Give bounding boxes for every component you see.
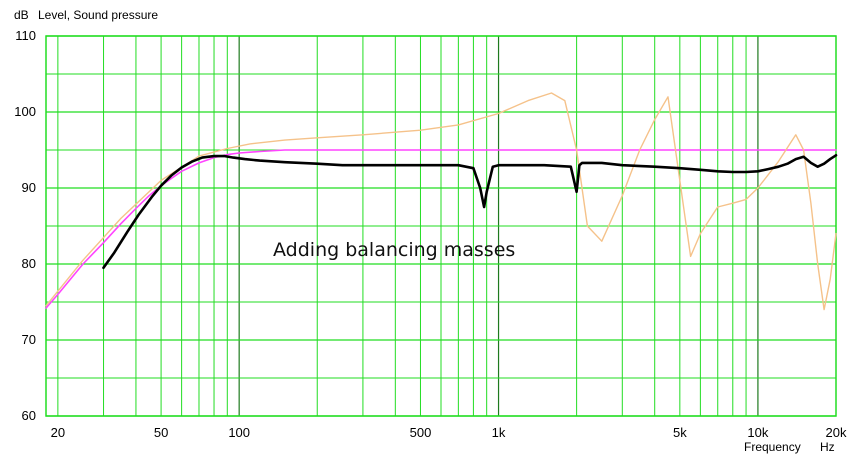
x-tick-label: 5k bbox=[673, 425, 687, 440]
x-tick-label: 1k bbox=[492, 425, 506, 440]
series-line bbox=[45, 92, 837, 311]
y-tick-label: 60 bbox=[22, 408, 36, 423]
x-axis-title: Frequency bbox=[744, 440, 801, 454]
tick-labels: 60 70 80 90 100 110 20 50 100 500 1k 5k 10k 20k bbox=[14, 28, 847, 440]
series-line bbox=[102, 154, 838, 270]
x-tick-label: 500 bbox=[410, 425, 432, 440]
x-tick-label: 20k bbox=[826, 425, 847, 440]
annotation-text: Adding balancing masses bbox=[273, 239, 515, 261]
x-tick-label: 50 bbox=[154, 425, 168, 440]
series-lines bbox=[45, 92, 838, 311]
x-tick-label: 100 bbox=[228, 425, 250, 440]
y-axis-title: Level, Sound pressure bbox=[38, 8, 158, 22]
series-line bbox=[45, 149, 837, 309]
y-tick-label: 100 bbox=[14, 104, 36, 119]
y-tick-label: 80 bbox=[22, 256, 36, 271]
y-unit-label: dB bbox=[14, 8, 29, 22]
x-unit-label: Hz bbox=[820, 440, 835, 454]
y-tick-label: 90 bbox=[22, 180, 36, 195]
y-tick-label: 70 bbox=[22, 332, 36, 347]
x-tick-label: 20 bbox=[51, 425, 65, 440]
x-tick-label: 10k bbox=[747, 425, 768, 440]
plot-frame bbox=[45, 35, 837, 417]
y-tick-label: 110 bbox=[15, 28, 36, 43]
